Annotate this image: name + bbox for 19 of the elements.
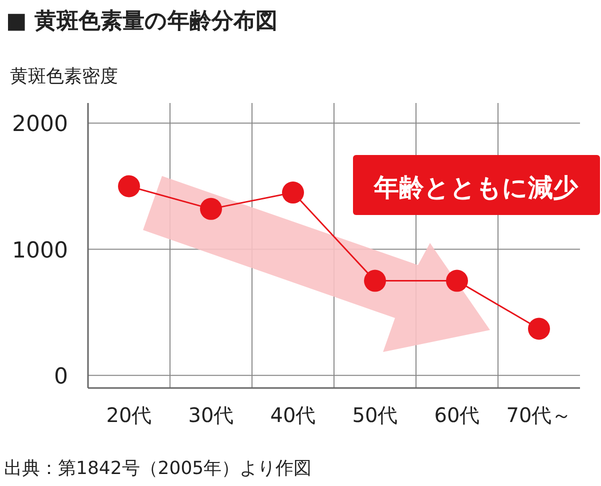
x-tick-label: 20代 <box>106 403 152 427</box>
point <box>364 270 386 292</box>
point <box>118 175 140 198</box>
x-tick-label: 50代 <box>352 403 398 427</box>
source-note: 出典：第1842号（2005年）より作図 <box>4 458 312 479</box>
x-tick-label: 30代 <box>188 403 234 427</box>
x-tick-label: 40代 <box>270 403 316 427</box>
x-tick-label: 60代 <box>434 403 480 427</box>
annotation: 年齢とともに減少 <box>373 173 579 202</box>
point <box>528 318 550 340</box>
y-axis-title: 黄斑色素密度 <box>10 66 118 87</box>
point <box>446 270 468 292</box>
x-tick-label: 70代～ <box>506 403 572 427</box>
chart-title: ■ 黄斑色素量の年齢分布図 <box>6 9 278 34</box>
point <box>200 198 222 220</box>
y-tick-label: 2000 <box>12 112 68 138</box>
point <box>282 182 304 204</box>
y-tick-label: 1000 <box>12 238 68 264</box>
y-tick-label: 0 <box>54 364 68 390</box>
